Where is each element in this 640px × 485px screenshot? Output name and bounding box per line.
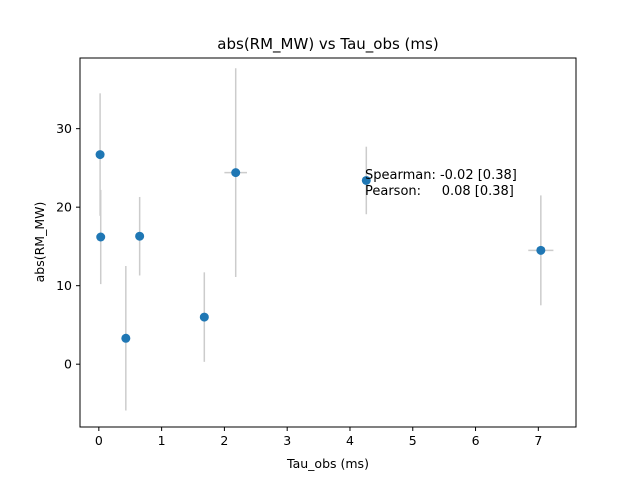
y-axis-ticks: 0 10 20 30	[56, 121, 80, 372]
chart-title: abs(RM_MW) vs Tau_obs (ms)	[217, 35, 438, 54]
data-point	[361, 175, 371, 185]
x-tick-label: 7	[534, 433, 542, 448]
x-tick-label: 6	[472, 433, 480, 448]
y-axis-label: abs(RM_MW)	[32, 202, 47, 283]
x-tick-label: 0	[95, 433, 103, 448]
data-point	[121, 333, 131, 343]
x-tick-label: 2	[220, 433, 228, 448]
data-point	[95, 150, 105, 160]
x-tick-label: 1	[158, 433, 166, 448]
y-tick-label: 10	[56, 278, 72, 293]
data-point	[199, 312, 209, 322]
plot-frame	[79, 57, 577, 428]
data-point	[96, 232, 106, 242]
x-axis-ticks: 0 1 2 3 4 5 6 7	[95, 427, 542, 448]
pearson-annotation: Pearson: 0.08 [0.38]	[365, 184, 514, 199]
data-point	[231, 168, 241, 178]
y-tick-label: 0	[64, 357, 72, 372]
y-tick-label: 30	[56, 121, 72, 136]
x-tick-label: 4	[346, 433, 354, 448]
x-axis-label: Tau_obs (ms)	[286, 456, 369, 471]
y-tick-label: 20	[56, 200, 72, 215]
x-tick-label: 3	[283, 433, 291, 448]
data-point	[135, 231, 145, 241]
point-layer	[95, 150, 546, 343]
spearman-annotation: Spearman: -0.02 [0.38]	[365, 168, 517, 183]
data-point	[536, 245, 546, 255]
x-tick-label: 5	[409, 433, 417, 448]
